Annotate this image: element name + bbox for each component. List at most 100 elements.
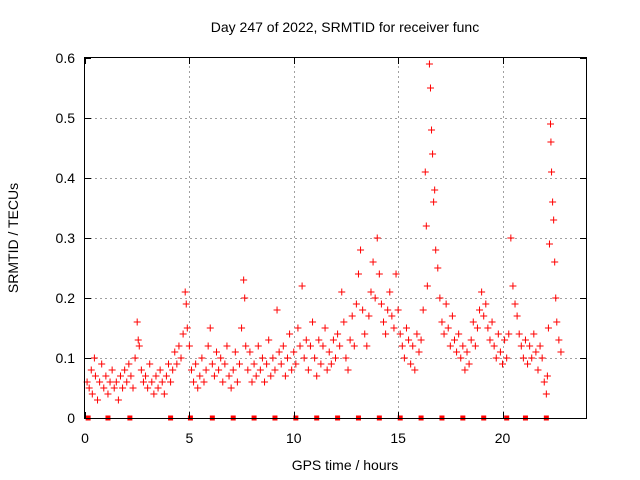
data-point — [352, 300, 360, 308]
data-point — [162, 372, 170, 380]
data-point — [244, 366, 252, 374]
data-point — [94, 396, 102, 404]
data-point — [492, 354, 500, 362]
data-point — [467, 336, 475, 344]
data-point — [423, 282, 431, 290]
data-point — [344, 366, 352, 374]
data-point — [557, 348, 565, 356]
data-point — [384, 306, 392, 314]
data-point — [269, 354, 277, 362]
data-point — [409, 342, 417, 350]
data-point — [281, 372, 289, 380]
data-point — [90, 354, 98, 362]
data-point — [144, 384, 152, 392]
data-point — [407, 360, 415, 368]
data-point — [87, 366, 95, 374]
data-point — [457, 354, 465, 362]
data-point — [357, 246, 365, 254]
data-point — [519, 354, 527, 362]
data-point — [271, 366, 279, 374]
data-point — [450, 336, 458, 344]
data-point — [511, 300, 519, 308]
data-point — [550, 216, 558, 224]
data-point — [517, 342, 525, 350]
data-point — [306, 342, 314, 350]
data-point — [380, 318, 388, 326]
data-point — [526, 342, 534, 350]
data-point — [302, 336, 310, 344]
data-point — [106, 378, 114, 386]
data-point — [148, 378, 156, 386]
data-point — [438, 318, 446, 326]
y-axis-label: SRMTID / TECUs — [5, 183, 21, 293]
data-point — [551, 258, 559, 266]
data-point — [98, 360, 106, 368]
data-point — [121, 366, 129, 374]
data-point — [229, 366, 237, 374]
data-point — [329, 336, 337, 344]
data-point — [208, 360, 216, 368]
data-point — [215, 366, 223, 374]
data-point — [448, 312, 456, 320]
data-point — [421, 168, 429, 176]
data-point — [198, 354, 206, 362]
axes: 0 0.1 0.2 0.3 0.4 0.5 0.6 0 5 10 15 20 — [56, 50, 586, 446]
data-point — [146, 360, 154, 368]
data-point — [338, 288, 346, 296]
data-point — [182, 300, 190, 308]
data-point — [254, 342, 262, 350]
data-point — [323, 366, 331, 374]
data-point — [405, 336, 413, 344]
y-tick-label: 0.2 — [56, 290, 76, 306]
data-point — [158, 378, 166, 386]
data-point — [386, 288, 394, 296]
data-point — [390, 324, 398, 332]
data-point — [484, 324, 492, 332]
data-point — [133, 318, 141, 326]
data-point — [240, 276, 248, 284]
data-point — [321, 324, 329, 332]
data-point — [131, 354, 139, 362]
data-point — [354, 270, 362, 278]
data-point — [536, 342, 544, 350]
y-tick-label: 0.6 — [56, 50, 76, 66]
data-point — [453, 348, 461, 356]
data-point — [402, 324, 410, 332]
data-point — [507, 234, 515, 242]
data-point — [377, 300, 385, 308]
data-point — [430, 198, 438, 206]
x-tick-label: 10 — [286, 430, 302, 446]
data-point — [258, 354, 266, 362]
data-point — [488, 318, 496, 326]
data-point — [233, 378, 241, 386]
data-point — [382, 330, 390, 338]
data-point — [375, 270, 383, 278]
data-point — [509, 282, 517, 290]
data-point — [428, 126, 436, 134]
data-point — [246, 348, 254, 356]
data-point — [179, 330, 187, 338]
data-point — [102, 372, 110, 380]
data-point — [371, 294, 379, 302]
data-point — [446, 342, 454, 350]
data-point — [425, 60, 433, 68]
data-point — [88, 390, 96, 398]
data-point — [192, 360, 200, 368]
data-point — [552, 294, 560, 302]
data-point — [534, 366, 542, 374]
data-point — [173, 360, 181, 368]
data-point — [279, 342, 287, 350]
data-point — [250, 360, 258, 368]
data-point — [142, 372, 150, 380]
data-point — [190, 378, 198, 386]
data-point — [152, 372, 160, 380]
data-point — [524, 360, 532, 368]
data-point — [528, 354, 536, 362]
data-point — [547, 120, 555, 128]
data-point — [545, 240, 553, 248]
data-point — [169, 366, 177, 374]
data-point — [154, 384, 162, 392]
data-point — [469, 318, 477, 326]
data-point — [91, 372, 99, 380]
data-point — [290, 348, 298, 356]
